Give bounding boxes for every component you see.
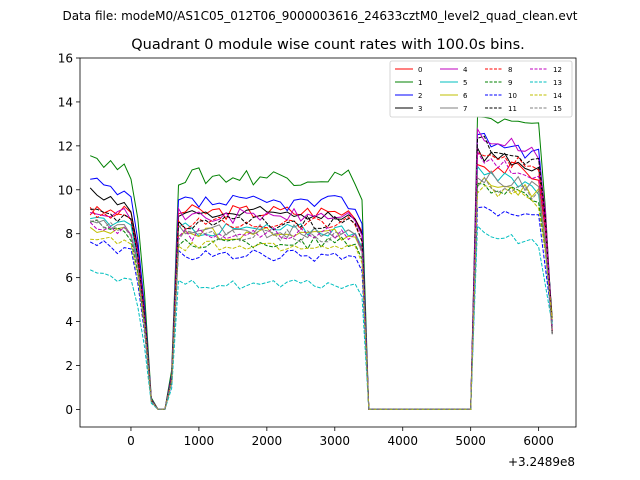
x-offset-label: +3.2489e8 (508, 455, 575, 469)
y-tick-label: 16 (58, 52, 73, 66)
series-line-10 (89, 206, 553, 410)
y-tick-label: 6 (65, 271, 73, 285)
x-tick-label: 0 (127, 434, 135, 448)
x-tick-label: 4000 (387, 434, 418, 448)
x-tick-label: 3000 (320, 434, 351, 448)
x-tick-label: 5000 (455, 434, 486, 448)
y-tick-label: 2 (65, 359, 73, 373)
y-tick-label: 14 (58, 95, 73, 109)
legend-label: 10 (508, 92, 517, 100)
legend-label: 12 (553, 66, 562, 74)
chart-title: Quadrant 0 module wise count rates with … (131, 37, 525, 53)
series-lines (89, 116, 553, 410)
y-tick-label: 12 (58, 139, 73, 153)
legend-label: 9 (508, 79, 512, 87)
legend-label: 3 (418, 105, 422, 113)
series-line-14 (90, 185, 553, 410)
y-tick-label: 8 (65, 227, 73, 241)
x-tick-label: 1000 (184, 434, 215, 448)
legend-label: 5 (463, 79, 467, 87)
y-tick-label: 0 (65, 403, 73, 417)
figure-suptitle: Data file: modeM0/AS1C05_012T06_90000036… (62, 9, 577, 23)
legend-label: 8 (508, 66, 512, 74)
legend-label: 6 (463, 92, 468, 100)
x-tick-label: 6000 (523, 434, 554, 448)
y-axis: 0 2 4 6 8 10 12 14 16 (58, 52, 80, 417)
series-line-15 (90, 176, 553, 410)
legend-label: 14 (553, 92, 562, 100)
legend-label: 2 (418, 92, 422, 100)
plot-area: 0 1000 2000 3000 4000 5000 6000 0246810121416 … (58, 52, 577, 448)
legend-label: 11 (508, 105, 517, 113)
legend-box (389, 60, 573, 118)
y-tick-label: 4 (65, 315, 73, 329)
x-tick-label: 2000 (252, 434, 283, 448)
axes-frame (79, 57, 577, 428)
x-axis: 0 1000 2000 3000 4000 5000 6000 (127, 427, 554, 448)
legend-label: 1 (418, 79, 422, 87)
y-tick-label: 10 (58, 183, 73, 197)
legend-label: 4 (463, 66, 468, 74)
legend-label: 13 (553, 79, 562, 87)
legend-label: 15 (553, 105, 562, 113)
legend-label: 0 (418, 66, 422, 74)
legend-label: 7 (463, 105, 467, 113)
